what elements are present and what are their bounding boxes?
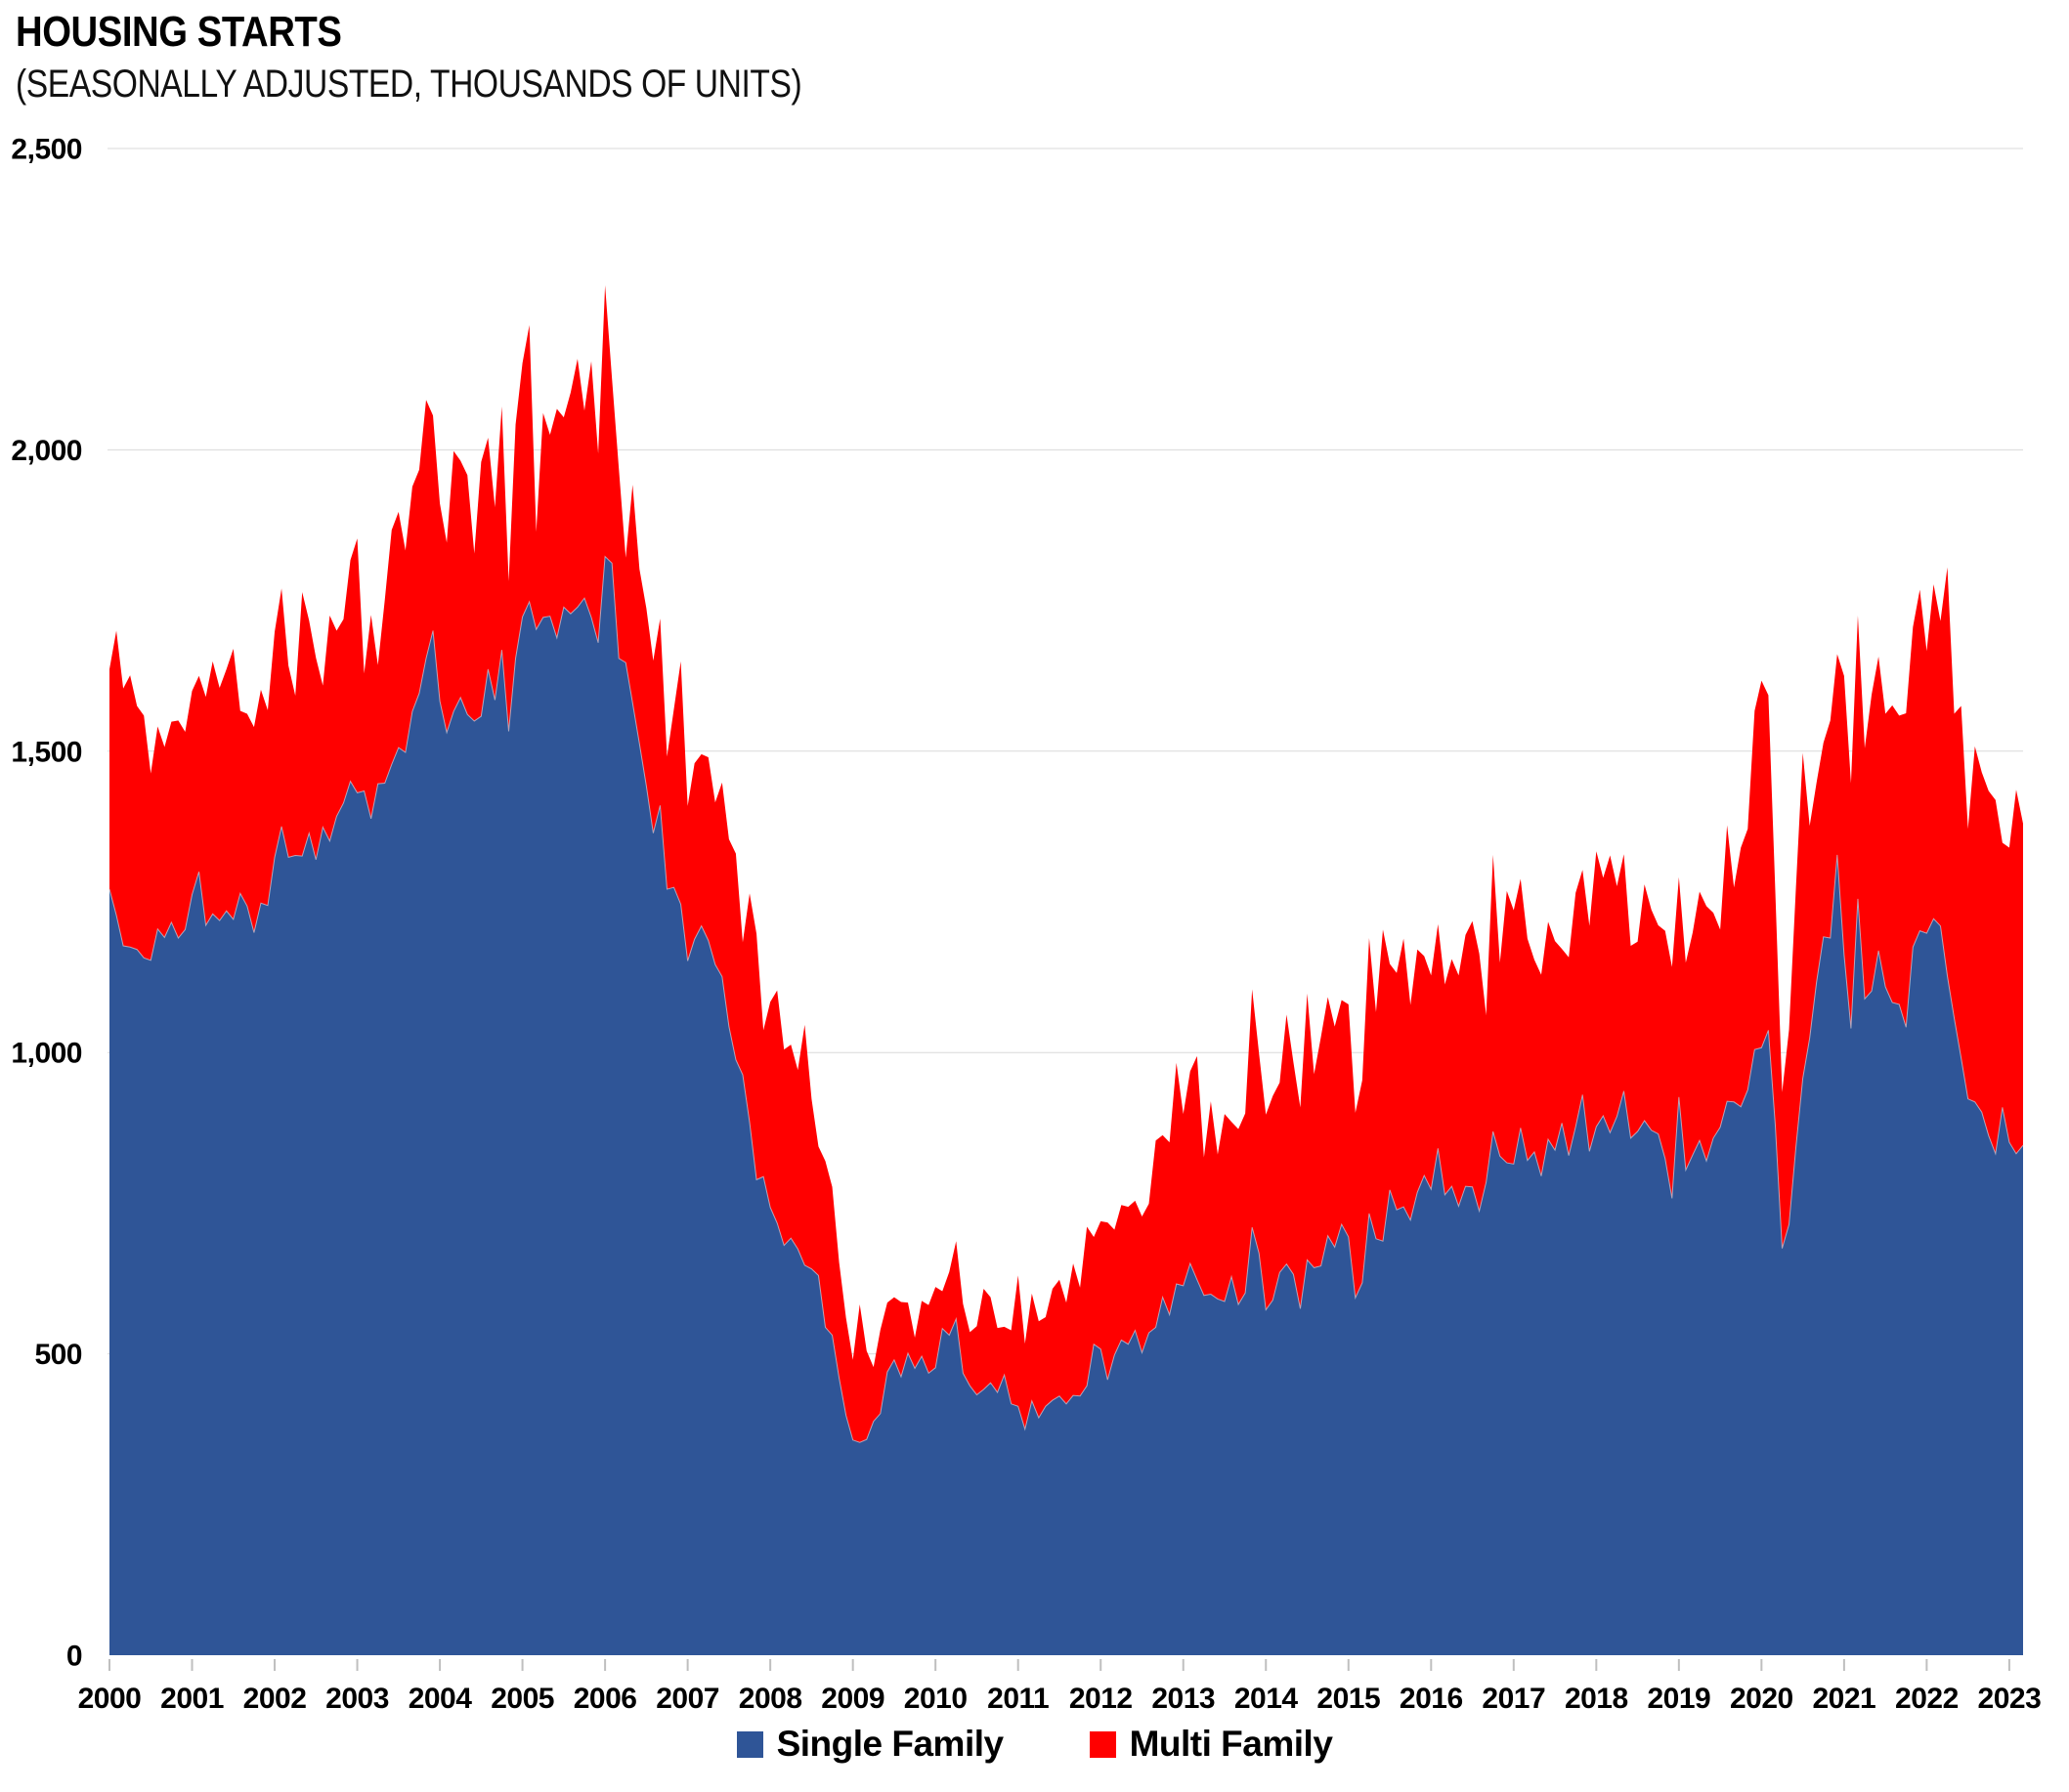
svg-text:2018: 2018: [1565, 1683, 1628, 1715]
svg-text:2001: 2001: [160, 1683, 224, 1715]
svg-text:2007: 2007: [656, 1683, 719, 1715]
legend-label-single-family: Single Family: [776, 1724, 1005, 1764]
chart-legend: Single Family Multi Family: [0, 1724, 2069, 1765]
svg-text:2020: 2020: [1730, 1683, 1793, 1715]
svg-text:2008: 2008: [739, 1683, 802, 1715]
legend-item-multi-family: Multi Family: [1089, 1724, 1333, 1765]
svg-text:2009: 2009: [821, 1683, 884, 1715]
svg-text:2012: 2012: [1069, 1683, 1133, 1715]
svg-text:2,000: 2,000: [11, 435, 82, 467]
svg-text:2011: 2011: [987, 1683, 1049, 1715]
svg-text:2004: 2004: [409, 1683, 473, 1715]
svg-text:2021: 2021: [1813, 1683, 1876, 1715]
svg-text:2014: 2014: [1234, 1683, 1299, 1715]
svg-text:1,000: 1,000: [11, 1038, 82, 1070]
svg-text:2016: 2016: [1400, 1683, 1463, 1715]
svg-text:0: 0: [66, 1641, 82, 1673]
svg-text:2005: 2005: [491, 1683, 554, 1715]
svg-text:1,500: 1,500: [11, 736, 82, 768]
svg-text:2017: 2017: [1482, 1683, 1545, 1715]
chart-header: HOUSING STARTS (SEASONALLY ADJUSTED, THO…: [16, 8, 951, 107]
svg-text:500: 500: [34, 1339, 82, 1371]
legend-item-single-family: Single Family: [736, 1724, 1005, 1765]
multi-family-swatch: [1089, 1730, 1116, 1758]
svg-text:2,500: 2,500: [11, 134, 82, 166]
svg-text:2015: 2015: [1316, 1683, 1380, 1715]
svg-text:2000: 2000: [78, 1683, 142, 1715]
svg-text:2006: 2006: [574, 1683, 637, 1715]
single-family-swatch: [736, 1730, 763, 1758]
svg-text:2010: 2010: [904, 1683, 968, 1715]
svg-text:2002: 2002: [243, 1683, 307, 1715]
chart-subtitle: (SEASONALLY ADJUSTED, THOUSANDS OF UNITS…: [16, 63, 802, 106]
svg-text:2019: 2019: [1647, 1683, 1710, 1715]
svg-text:2013: 2013: [1151, 1683, 1215, 1715]
svg-text:2003: 2003: [325, 1683, 389, 1715]
svg-text:2022: 2022: [1895, 1683, 1959, 1715]
legend-label-multi-family: Multi Family: [1129, 1724, 1333, 1764]
svg-text:2023: 2023: [1978, 1683, 2042, 1715]
chart-title: HOUSING STARTS: [16, 8, 342, 56]
